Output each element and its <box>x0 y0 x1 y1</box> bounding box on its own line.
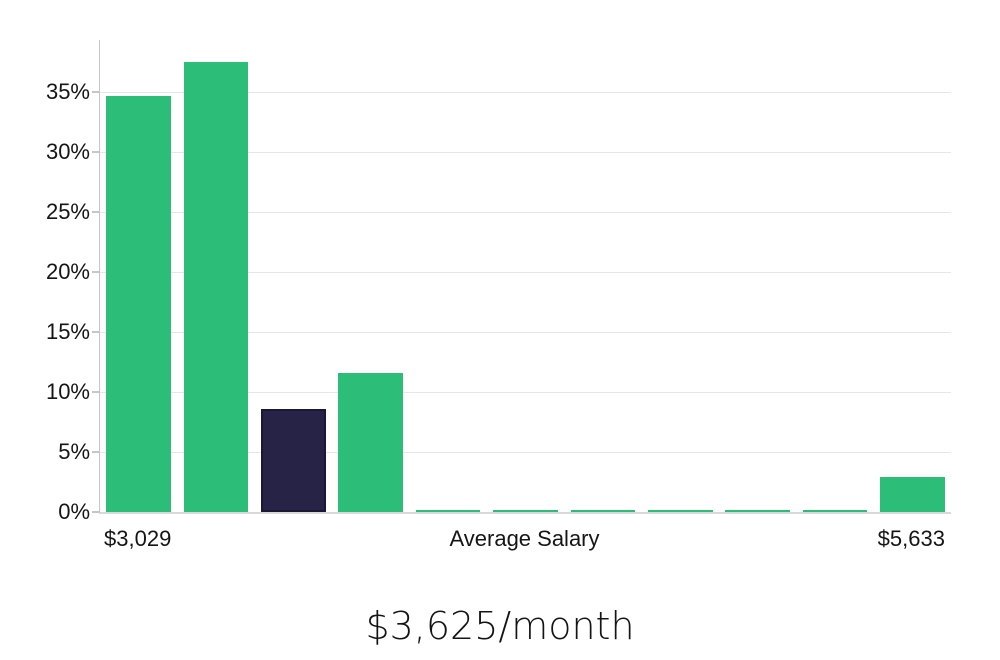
y-tick-mark-30pct <box>92 150 99 153</box>
bar-3 <box>338 373 404 512</box>
gridline-15pct <box>100 331 951 333</box>
bar-8 <box>725 510 790 512</box>
bar-10 <box>880 477 945 512</box>
x-axis-label-2: $5,633 <box>877 526 945 551</box>
x-axis-label-1: Average Salary <box>449 526 600 551</box>
y-tick-label-5pct: 5% <box>58 438 90 464</box>
bar-5 <box>493 510 558 512</box>
y-tick-label-25pct: 25% <box>45 198 90 224</box>
chart-title: $3,625/month <box>365 604 635 648</box>
y-tick-label-35pct: 35% <box>45 78 90 104</box>
bar-0 <box>106 96 171 512</box>
y-tick-mark-0pct <box>92 511 99 513</box>
gridline-35pct <box>100 91 951 93</box>
bar-1 <box>183 62 249 512</box>
bar-9 <box>802 510 868 512</box>
bar-6 <box>570 510 636 512</box>
bar-2 <box>261 409 326 512</box>
bar-4 <box>415 510 481 512</box>
y-tick-mark-10pct <box>92 390 99 393</box>
y-tick-label-0pct: 0% <box>58 499 90 524</box>
plot-area <box>99 40 951 514</box>
gridline-30pct <box>100 151 951 153</box>
y-tick-mark-15pct <box>92 330 99 333</box>
y-tick-mark-20pct <box>92 270 99 273</box>
x-axis-label-0: $3,029 <box>104 526 172 551</box>
y-tick-mark-25pct <box>92 210 99 213</box>
gridline-25pct <box>100 211 951 213</box>
y-tick-label-30pct: 30% <box>45 138 90 164</box>
bar-7 <box>647 510 713 512</box>
y-tick-label-15pct: 15% <box>45 318 90 344</box>
gridline-20pct <box>100 271 951 273</box>
y-tick-label-10pct: 10% <box>45 378 90 404</box>
gridline-5pct <box>100 451 951 453</box>
gridline-10pct <box>100 391 951 393</box>
y-tick-mark-35pct <box>92 90 99 93</box>
y-tick-label-20pct: 20% <box>45 258 90 284</box>
y-tick-mark-5pct <box>92 450 99 453</box>
